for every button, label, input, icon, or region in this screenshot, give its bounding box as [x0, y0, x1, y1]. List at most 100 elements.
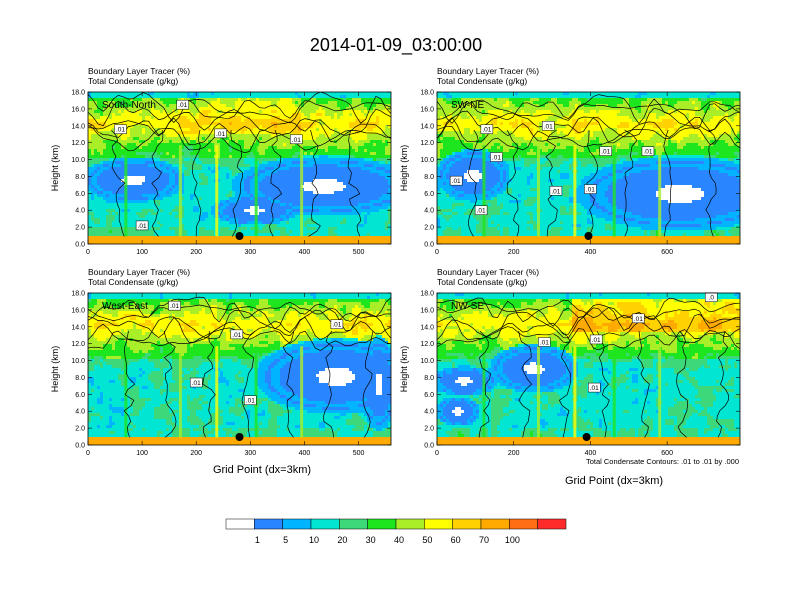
y-tick-label: 6.0	[424, 392, 434, 399]
plot-frame	[87, 292, 392, 446]
colorbar-label: 50	[422, 535, 432, 545]
contour-note: Total Condensate Contours: .01 to .01 by…	[586, 457, 739, 466]
contour-label-text: .01	[192, 380, 201, 387]
colorbar-label: 10	[309, 535, 319, 545]
y-tick-label: 10.0	[420, 157, 434, 164]
contour-label: .01	[641, 146, 655, 156]
contour-label-text: .01	[138, 223, 147, 230]
x-tick-label: 500	[353, 450, 365, 457]
x-tick-label: 300	[244, 450, 256, 457]
x-tick-label: 500	[353, 249, 365, 256]
contour-label: .01	[135, 220, 149, 231]
y-tick-label: 10.0	[71, 157, 85, 164]
y-axis-label: Height (km)	[50, 145, 60, 192]
contour-label-text: .01	[332, 322, 341, 329]
contour-label: .01	[632, 313, 645, 324]
x-tick-label: 400	[299, 249, 311, 256]
y-tick-label: 4.0	[75, 208, 85, 215]
x-tick-label: 200	[190, 249, 202, 256]
y-tick-label: 18.0	[420, 90, 434, 97]
y-tick-label: 6.0	[75, 191, 85, 198]
x-tick-label: 400	[299, 450, 311, 457]
contour-label-text: .01	[178, 102, 187, 109]
y-tick-label: 16.0	[420, 106, 434, 113]
y-tick-label: 18.0	[420, 291, 434, 298]
x-tick-label: 100	[136, 450, 148, 457]
colorbar-label: 20	[337, 535, 347, 545]
contour-label: .01	[189, 377, 203, 388]
contour-label: .01	[599, 146, 613, 156]
y-tick-label: 18.0	[71, 90, 85, 97]
y-tick-label: 14.0	[71, 324, 85, 331]
contour-lines	[88, 92, 391, 237]
colorbar-label: 30	[366, 535, 376, 545]
contour-label: .01	[290, 134, 303, 145]
colorbar-swatch	[367, 518, 397, 530]
location-marker	[235, 232, 244, 240]
x-axis-label-right: Grid Point (dx=3km)	[565, 475, 663, 487]
colorbar-swatch	[509, 518, 538, 530]
colorbar-swatch	[395, 518, 425, 530]
contour-label: .01	[330, 319, 344, 329]
panel-label: South-North	[102, 100, 156, 111]
field-shading	[88, 293, 391, 445]
y-tick-label: 12.0	[420, 341, 434, 348]
y-tick-label: 14.0	[71, 123, 85, 130]
contour-label: .01	[114, 124, 127, 134]
contour-label-text: .01	[170, 303, 179, 310]
contour-label: .01	[168, 300, 181, 311]
x-tick-label: 400	[585, 450, 597, 457]
contour-label-text: .01	[601, 149, 610, 156]
plot-frame	[436, 292, 741, 446]
y-tick-label: 0.0	[75, 242, 85, 249]
contour-label: .01	[244, 395, 257, 405]
panel-title-line2: Total Condensate (g/kg)	[437, 76, 527, 86]
contour-label: .01	[538, 337, 551, 347]
contour-label: .01	[214, 128, 227, 139]
y-tick-label: 12.0	[420, 140, 434, 147]
contour-label: .01	[480, 124, 494, 134]
y-tick-label: 0.0	[424, 443, 434, 450]
y-tick-label: 18.0	[71, 291, 85, 298]
panel-label: West-East	[102, 301, 148, 312]
y-tick-label: 2.0	[424, 426, 434, 433]
location-marker	[235, 433, 244, 441]
y-tick-label: 2.0	[424, 225, 434, 232]
y-tick-label: 16.0	[71, 307, 85, 314]
colorbar-swatch	[339, 518, 368, 530]
y-tick-label: 10.0	[71, 358, 85, 365]
field-shading	[437, 92, 740, 244]
colorbar-swatch	[537, 518, 567, 530]
colorbar: 1 5 10 20 30 40 50 60 70 100	[225, 518, 567, 545]
contour-label: .01	[230, 329, 244, 340]
contour-label-text: .01	[551, 188, 560, 195]
panel-nw-se: .01 .01 .01 .01 .0 NW-SE Boundary Layer Tracer…	[399, 267, 741, 457]
contour-label-text: .01	[643, 149, 652, 156]
y-tick-label: 0.0	[424, 242, 434, 249]
y-axis-label: Height (km)	[50, 346, 60, 393]
contour-label-text: .01	[246, 398, 255, 405]
contour-label-text: .01	[292, 137, 301, 144]
contour-label-text: .01	[492, 155, 501, 162]
contour-label-text: .01	[216, 131, 225, 138]
y-tick-label: 8.0	[75, 375, 85, 382]
contour-label-text: .01	[232, 332, 241, 339]
panel-title-line2: Total Condensate (g/kg)	[88, 277, 178, 287]
contour-label: .01	[584, 184, 597, 194]
location-marker	[584, 232, 593, 240]
y-tick-label: 6.0	[75, 392, 85, 399]
contour-label-text: .01	[540, 339, 549, 346]
contour-label: .0	[704, 292, 718, 302]
x-tick-label: 0	[86, 249, 90, 256]
y-tick-label: 4.0	[424, 409, 434, 416]
colorbar-swatch	[424, 518, 453, 530]
y-axis-label: Height (km)	[399, 346, 409, 393]
panel-title-line1: Boundary Layer Tracer (%)	[437, 66, 539, 76]
plot-frame	[436, 91, 741, 245]
colorbar-swatch	[254, 518, 283, 530]
y-tick-label: 16.0	[71, 106, 85, 113]
colorbar-swatch	[225, 518, 255, 530]
contour-label: .01	[541, 121, 555, 131]
panel-label: NW-SE	[451, 301, 484, 312]
